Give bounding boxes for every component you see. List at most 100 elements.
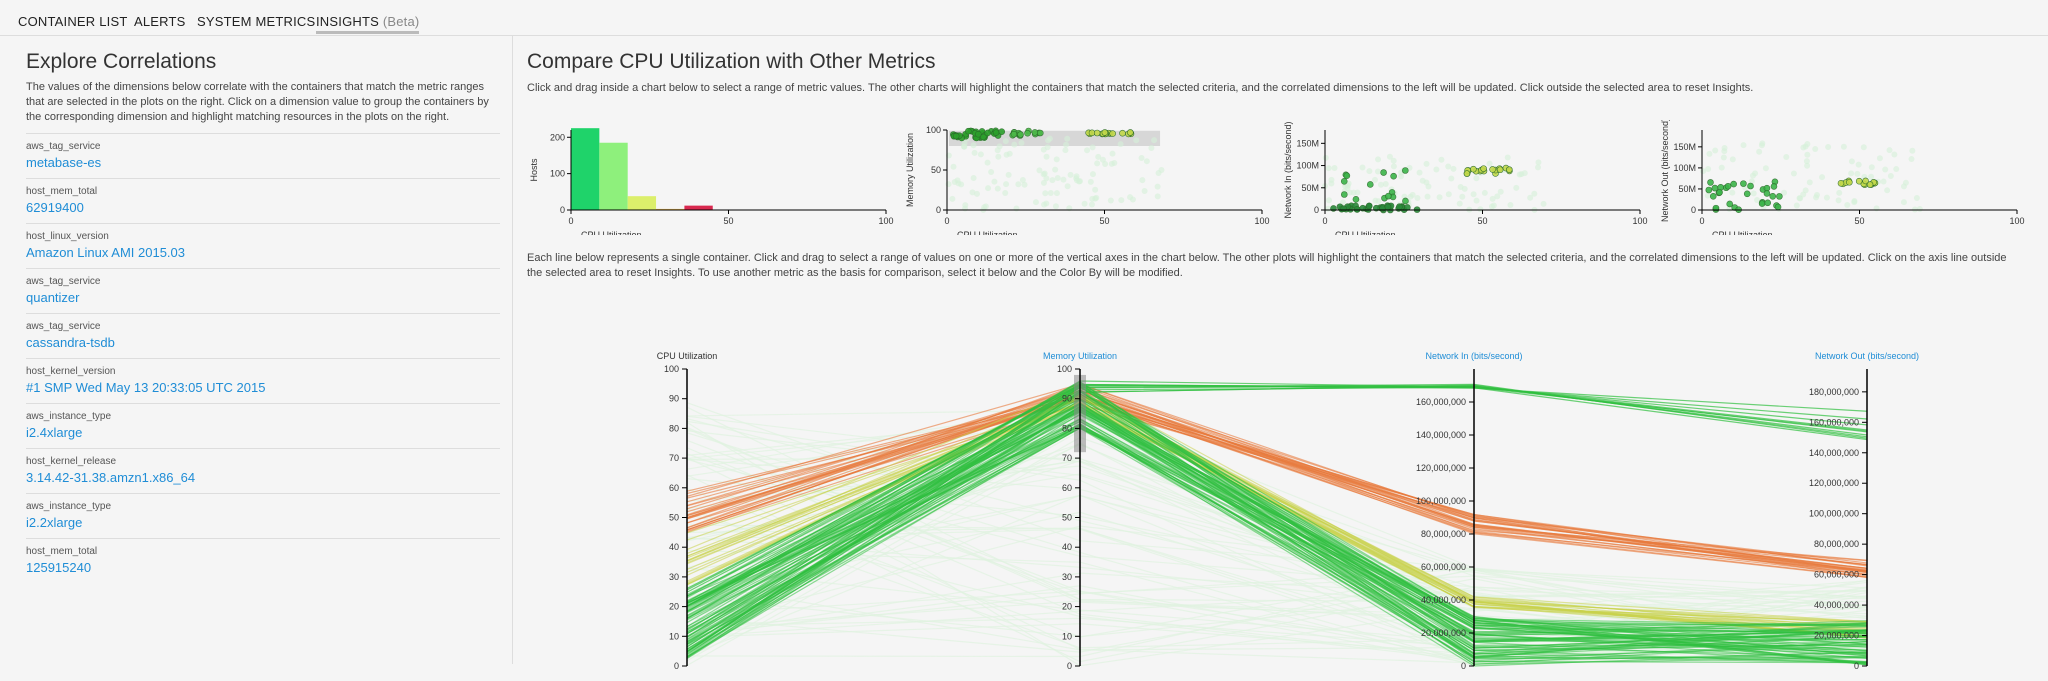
parallel-axis-1: 0 10 20 30 40 50 60 70 80 90 100 CPU Utilization xyxy=(657,351,718,671)
scatter-point xyxy=(1084,147,1091,154)
x-tick-label: 0 xyxy=(1322,216,1327,226)
scatter-point xyxy=(1076,178,1083,185)
axis-tick-label: 120,000,000 xyxy=(1809,478,1859,488)
parallel-axis-2: 0 10 20 30 40 50 60 70 80 90 100 Memory Utilization xyxy=(1043,351,1117,671)
scatter-point xyxy=(1064,135,1071,142)
axis-tick-label: 0 xyxy=(1461,661,1466,671)
y-axis-label: Memory Utilization xyxy=(905,133,915,207)
scatter-point xyxy=(1754,196,1761,203)
scatter-point xyxy=(1770,183,1778,190)
dimension-key: host_kernel_version xyxy=(26,366,116,377)
axis-tick-label: 140,000,000 xyxy=(1416,430,1466,440)
scatter-point xyxy=(1385,192,1392,200)
scatter-point xyxy=(1800,144,1807,151)
scatter-point xyxy=(1003,181,1010,188)
container-line xyxy=(686,380,1868,607)
scatter-point xyxy=(1729,189,1736,196)
dimension-value-link[interactable]: cassandra-tsdb xyxy=(26,335,115,350)
x-tick-label: 50 xyxy=(1477,216,1487,226)
dimension-value-link[interactable]: 3.14.42-31.38.amzn1.x86_64 xyxy=(26,470,196,485)
scatter-point xyxy=(970,142,977,149)
scatter-point xyxy=(1851,199,1858,206)
scatter-point xyxy=(1094,160,1101,167)
scatter-point xyxy=(1756,148,1763,155)
scatter-point xyxy=(1024,129,1031,137)
scatter-point xyxy=(1521,170,1528,177)
scatter-point xyxy=(1002,189,1009,196)
scatter-point xyxy=(1884,187,1891,194)
dimension-value-link[interactable]: metabase-es xyxy=(26,155,102,170)
scatter-point xyxy=(1803,158,1810,165)
container-line xyxy=(686,397,1868,578)
scatter-point xyxy=(1359,164,1366,171)
dimension-value-link[interactable]: 125915240 xyxy=(26,560,92,575)
dimension-value-link[interactable]: 62919400 xyxy=(26,200,84,215)
scatter-point xyxy=(1331,165,1338,172)
scatter-point xyxy=(1836,189,1843,196)
scatter-point xyxy=(1790,170,1797,177)
x-axis-label: CPU Utilization xyxy=(1712,230,1773,235)
y-tick-label: 150M xyxy=(1296,138,1319,148)
scatter-point xyxy=(1003,151,1010,158)
axis-tick-label: 0 xyxy=(1854,661,1859,671)
scatter-point xyxy=(1340,177,1348,185)
tab-insights[interactable]: INSIGHTS (Beta) xyxy=(316,14,420,34)
tab-alerts[interactable]: ALERTS xyxy=(134,14,186,29)
scatter-point xyxy=(1721,144,1728,151)
container-line xyxy=(686,390,1868,569)
scatter-point xyxy=(1490,202,1497,209)
axis-tick-label: 70 xyxy=(669,453,679,463)
container-line xyxy=(686,383,1868,591)
compare-panel: Compare CPU Utilization with Other Metri… xyxy=(527,36,2027,671)
y-axis-label: Network In (bits/second) xyxy=(1283,121,1293,218)
container-line xyxy=(686,494,1868,657)
axis-tick-label: 160,000,000 xyxy=(1416,397,1466,407)
axis-tick-label: 40,000,000 xyxy=(1814,600,1859,610)
dimension-value-link[interactable]: quantizer xyxy=(26,290,80,305)
scatter-point xyxy=(1887,172,1894,179)
scatter-point xyxy=(1402,167,1409,174)
scatter-point xyxy=(1005,171,1012,178)
scatter-point xyxy=(1724,182,1732,190)
scatter-point xyxy=(1758,200,1766,207)
dimension-value-link[interactable]: i2.2xlarge xyxy=(26,515,83,530)
parallel-axis-4: 0 20,000,000 40,000,000 60,000,000 80,000,00… xyxy=(1809,351,1919,671)
axis-label[interactable]: Network In (bits/second) xyxy=(1425,351,1522,361)
container-line xyxy=(686,387,1868,576)
scatter-point xyxy=(998,128,1006,136)
scatter-point xyxy=(1480,165,1487,172)
dimension-value-link[interactable]: i2.4xlarge xyxy=(26,425,83,440)
scatter-point xyxy=(1813,194,1820,201)
scatter-point xyxy=(1740,142,1747,149)
scatter-point xyxy=(1763,190,1771,197)
scatter-point xyxy=(988,169,995,176)
dimension-item: host_mem_total 62919400 xyxy=(26,178,500,223)
scatter-point xyxy=(1371,176,1378,183)
axis-label[interactable]: Network Out (bits/second) xyxy=(1815,351,1919,361)
scatter-point xyxy=(1812,146,1819,153)
scatter-point xyxy=(951,178,958,185)
parallel-lines xyxy=(686,380,1868,667)
axis-tick-label: 50 xyxy=(1062,513,1072,523)
scatter-point xyxy=(1880,178,1887,185)
scatter-point xyxy=(1330,205,1337,212)
scatter-point xyxy=(1089,171,1096,178)
dimension-key: host_kernel_release xyxy=(26,456,117,467)
tab-system-metrics[interactable]: SYSTEM METRICS xyxy=(197,14,316,29)
scatter-point xyxy=(1445,191,1452,198)
scatter-point xyxy=(1456,200,1463,207)
scatter-point xyxy=(1855,177,1863,185)
axis-label[interactable]: Memory Utilization xyxy=(1043,351,1117,361)
scatter-point xyxy=(1718,164,1725,171)
scatter-point xyxy=(992,129,1000,136)
mini-chart-3: 0 50 100 0 50M 100M 150M CPU Utilization Network… xyxy=(1283,121,1648,235)
axis-tick-label: 60 xyxy=(669,483,679,493)
dimension-value-link[interactable]: #1 SMP Wed May 13 20:33:05 UTC 2015 xyxy=(26,380,266,395)
axis-tick-label: 10 xyxy=(669,631,679,641)
tab-container-list[interactable]: CONTAINER LIST xyxy=(18,14,128,29)
scatter-point xyxy=(1886,147,1893,154)
dimension-value-link[interactable]: Amazon Linux AMI 2015.03 xyxy=(26,245,185,260)
scatter-point xyxy=(1774,203,1782,211)
